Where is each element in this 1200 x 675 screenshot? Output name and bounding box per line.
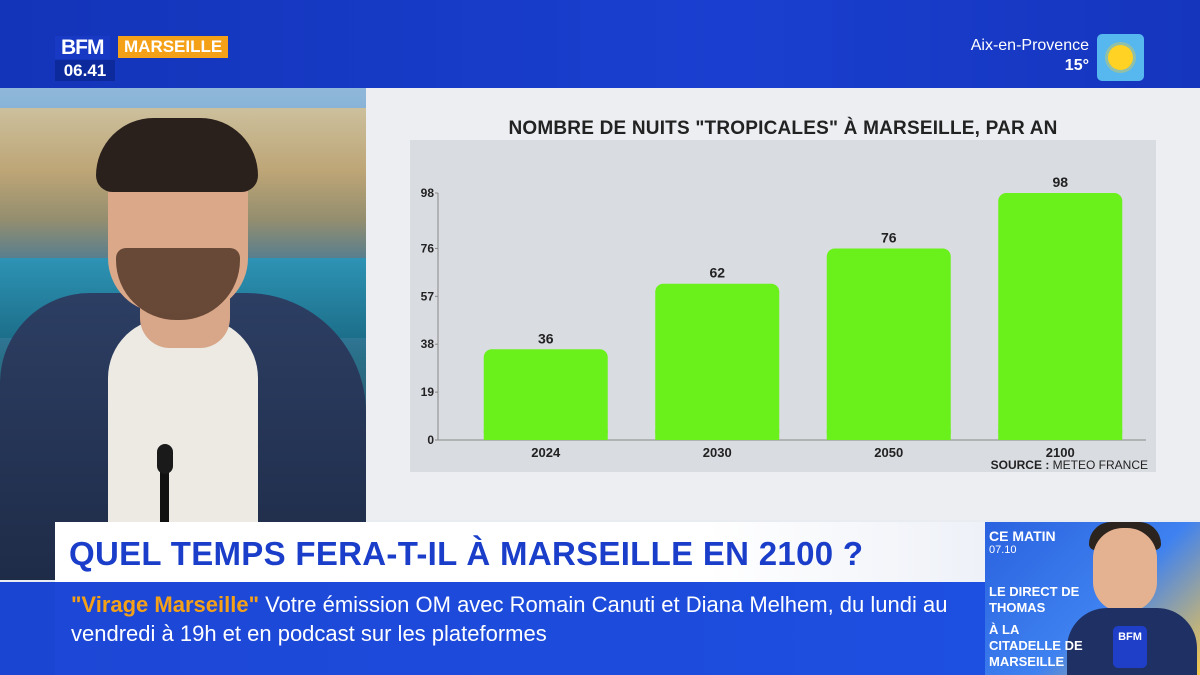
promo-show: CE MATIN	[989, 528, 1056, 544]
chart-title: NOMBRE DE NUITS "TROPICALES" À MARSEILLE…	[508, 118, 1058, 139]
channel-city-label: MARSEILLE	[118, 36, 229, 58]
x-tick-label: 2100	[1046, 445, 1075, 460]
bar	[655, 283, 780, 440]
data-label: 36	[538, 330, 554, 346]
ticker-edge	[0, 582, 55, 675]
promo-person-face	[1093, 528, 1157, 612]
studio-video	[0, 88, 366, 580]
bar	[483, 349, 608, 440]
y-tick-label: 38	[421, 337, 435, 351]
source-label: SOURCE :	[990, 458, 1050, 472]
bar-chart: 0 19 38 57 76 98 36 2024 62 2030 76 2050 98 2100	[421, 174, 1146, 460]
y-tick-label: 98	[421, 186, 435, 200]
headline-text: QUEL TEMPS FERA-T-IL À MARSEILLE EN 2100…	[69, 535, 864, 572]
bar	[826, 248, 951, 440]
promo-box: BFM CE MATIN 07.10 LE DIRECT DE THOMAS À…	[985, 522, 1200, 675]
data-label: 62	[709, 265, 725, 281]
bar-base	[655, 430, 780, 440]
source-name: METEO FRANCE	[1052, 458, 1148, 472]
presenter-hair	[96, 118, 258, 192]
x-tick-label: 2024	[531, 445, 561, 460]
weather-temperature: 15°	[1064, 57, 1089, 74]
weather-city: Aix-en-Provence	[970, 37, 1089, 54]
channel-logo: BFM	[55, 36, 110, 59]
y-tick-label: 0	[427, 433, 434, 447]
top-bar: BFM MARSEILLE 06.41 Aix-en-Provence 15°	[0, 0, 1200, 88]
bar	[998, 193, 1123, 440]
chart-source: SOURCE : METEO FRANCE	[991, 458, 1148, 472]
headline-banner: QUEL TEMPS FERA-T-IL À MARSEILLE EN 2100…	[55, 522, 985, 582]
microphone-icon	[160, 450, 169, 560]
x-tick-label: 2030	[703, 445, 732, 460]
promo-time: 07.10	[989, 544, 1017, 556]
clock: 06.41	[55, 60, 115, 81]
news-ticker: "Virage Marseille" Votre émission OM ave…	[55, 582, 985, 675]
promo-subtitle: À LA CITADELLE DE MARSEILLE	[989, 622, 1083, 669]
microphone-head	[157, 444, 173, 474]
bar-base	[998, 430, 1123, 440]
data-label: 98	[1052, 174, 1068, 190]
bar-base	[826, 430, 951, 440]
promo-microphone-icon: BFM	[1113, 626, 1147, 668]
ticker-body: Votre émission OM avec Romain Canuti et …	[71, 592, 948, 646]
y-tick-label: 76	[421, 241, 435, 255]
bar-base	[483, 430, 608, 440]
ticker-text: "Virage Marseille" Votre émission OM ave…	[71, 590, 971, 648]
x-tick-label: 2050	[874, 445, 903, 460]
data-label: 76	[881, 229, 897, 245]
y-tick-label: 19	[421, 385, 435, 399]
sun-icon	[1097, 34, 1144, 81]
promo-title: LE DIRECT DE THOMAS	[989, 584, 1080, 615]
y-tick-label: 57	[421, 289, 435, 303]
ticker-highlight: "Virage Marseille"	[71, 592, 259, 617]
